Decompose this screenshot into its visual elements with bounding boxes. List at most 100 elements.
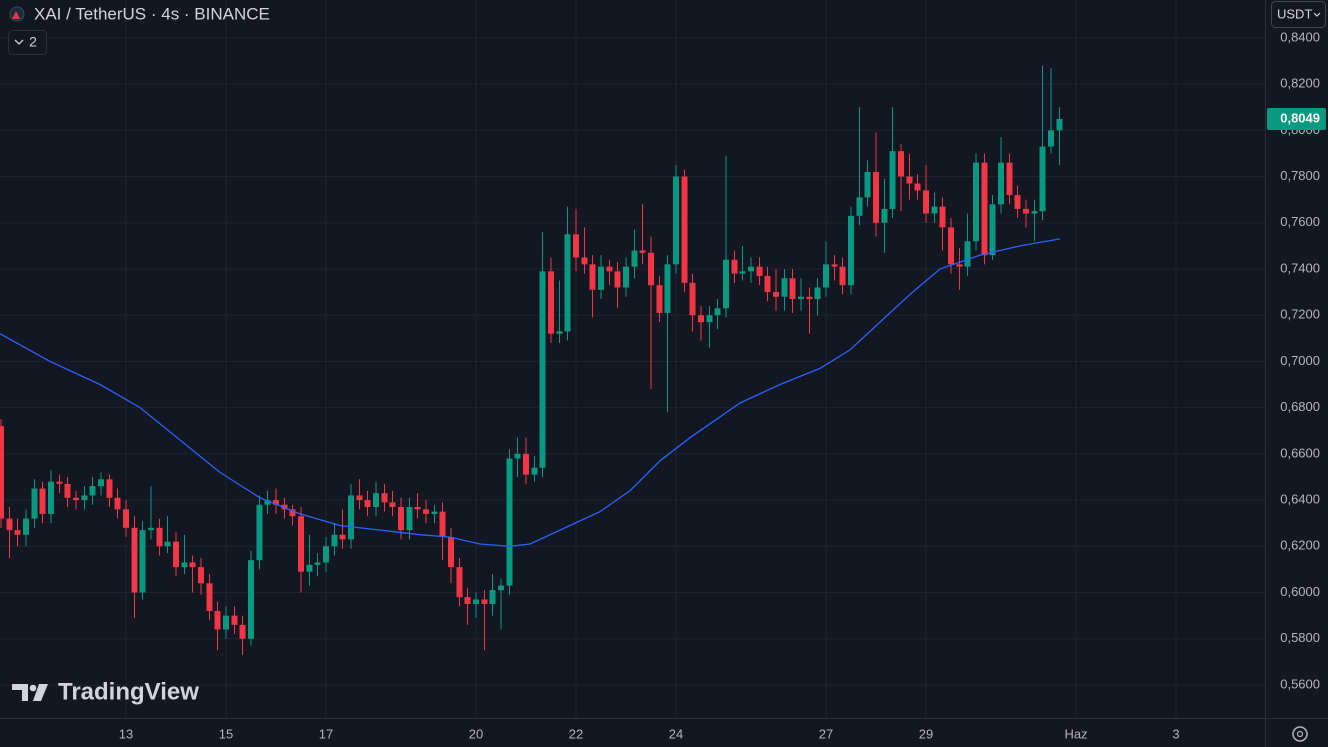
candle-body — [823, 264, 829, 288]
candle-body — [139, 530, 146, 593]
candle-body — [906, 176, 913, 184]
candle-body — [198, 567, 204, 584]
candle-body — [839, 266, 846, 286]
candle-body — [214, 611, 221, 630]
candle-body — [314, 562, 321, 565]
last-price-label: 0,8049 — [1280, 110, 1320, 125]
x-tick-label: 3 — [1172, 726, 1179, 741]
candle-body — [756, 266, 763, 276]
candle-body — [523, 453, 529, 475]
candle-body — [1006, 162, 1013, 196]
candle-body — [98, 479, 104, 487]
candle-body — [881, 208, 888, 223]
candle-body — [464, 597, 471, 605]
y-tick-label: 0,6600 — [1280, 445, 1320, 460]
y-tick-label: 0,5600 — [1280, 676, 1320, 691]
candle-body — [681, 176, 688, 283]
candle-body — [581, 257, 588, 265]
candle-body — [239, 624, 246, 639]
candle-body — [431, 511, 438, 514]
x-tick-label: 20 — [469, 726, 483, 741]
y-tick-label: 0,8200 — [1280, 76, 1320, 91]
candle-body — [131, 527, 138, 593]
candle-body — [348, 495, 354, 540]
candle-body — [814, 287, 821, 300]
candle-body — [998, 162, 1004, 205]
candle-body — [373, 493, 379, 508]
candle-body — [631, 250, 638, 267]
candle-body — [564, 234, 571, 332]
candle-body — [931, 206, 938, 214]
candle-body — [398, 507, 404, 531]
candle-body — [48, 481, 54, 514]
candle-body — [0, 426, 4, 519]
candle-body — [739, 271, 746, 274]
candle-body — [956, 264, 963, 267]
y-tick-label: 0,7200 — [1280, 307, 1320, 322]
indicator-toggle[interactable]: 2 — [8, 30, 47, 55]
candle-body — [423, 509, 429, 514]
candle-body — [831, 264, 838, 267]
candle-body — [598, 266, 604, 290]
candle-body — [1023, 208, 1029, 214]
y-tick-label: 0,6800 — [1280, 399, 1320, 414]
candle-body — [514, 453, 521, 459]
candle-body — [589, 264, 596, 290]
indicator-count: 2 — [29, 34, 37, 50]
chevron — [1313, 12, 1321, 17]
candle-body — [248, 560, 254, 639]
candle-body — [731, 259, 738, 274]
y-tick-label: 0,6200 — [1280, 538, 1320, 553]
candle-body — [656, 285, 663, 313]
y-tick-label: 0,8400 — [1280, 29, 1320, 44]
candle-body — [89, 486, 96, 496]
candle-body — [39, 488, 46, 514]
candle-body — [1048, 130, 1054, 147]
candle-body — [773, 292, 779, 297]
candle-body — [939, 206, 946, 228]
candle-body — [264, 500, 271, 505]
indicator-toggle-box[interactable] — [8, 30, 47, 55]
candle-body — [114, 497, 121, 510]
candle-body — [948, 227, 954, 265]
candle-body — [306, 564, 313, 572]
x-tick-label: 15 — [219, 726, 233, 741]
candle-body — [989, 204, 996, 256]
candle-body — [456, 567, 463, 598]
candle-body — [798, 296, 804, 300]
candle-body — [223, 615, 229, 630]
logo-mark — [33, 684, 48, 701]
candle-body — [156, 527, 163, 547]
candle-body — [781, 278, 788, 297]
x-tick-label: 29 — [919, 726, 933, 741]
candle-body — [531, 467, 538, 475]
candle-body — [231, 615, 238, 625]
candle-body — [706, 315, 713, 323]
candle-body — [673, 176, 679, 265]
candle-body — [806, 296, 813, 300]
x-tick-label: Haz — [1064, 726, 1087, 741]
settings-icon-core — [1296, 730, 1304, 738]
last-price-box — [1267, 108, 1326, 131]
candle-body — [331, 534, 338, 547]
settings-icon[interactable] — [1292, 726, 1308, 742]
candle-body — [848, 215, 854, 286]
candle-body — [189, 562, 196, 568]
candle-body — [614, 271, 621, 288]
candle-body — [148, 527, 154, 531]
currency-button[interactable]: USDT — [1271, 1, 1326, 28]
candle-body — [14, 530, 21, 535]
candle-body — [489, 590, 496, 605]
candle-body — [689, 282, 696, 316]
candle-body — [439, 511, 446, 538]
watermark: TradingView — [12, 678, 199, 705]
settings-button[interactable] — [1292, 726, 1308, 742]
candle-body — [289, 509, 296, 517]
candle-body — [923, 190, 929, 214]
candle-body — [898, 151, 904, 177]
candle-body — [73, 497, 79, 501]
currency-button-box[interactable] — [1271, 1, 1326, 28]
y-tick-label: 0,6400 — [1280, 492, 1320, 507]
candle-body — [356, 495, 363, 501]
